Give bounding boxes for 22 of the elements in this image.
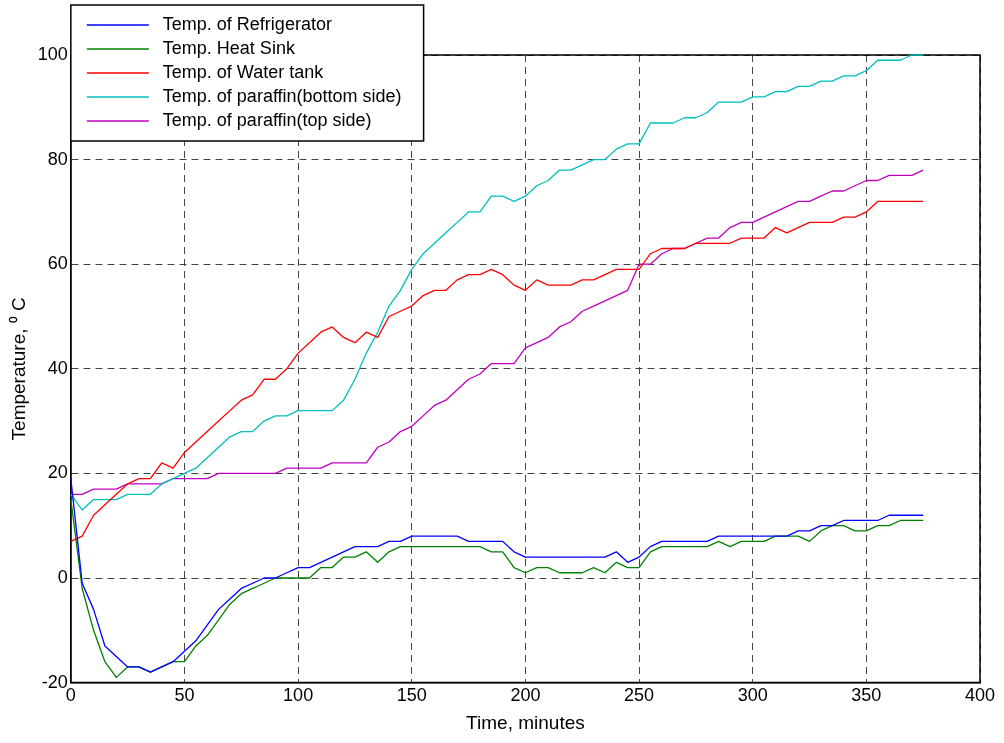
x-axis-title: Time, minutes [466, 711, 585, 733]
legend-label: Temp. of Refrigerator [162, 13, 332, 34]
x-tick-label: 300 [737, 685, 768, 706]
x-tick-label: 150 [396, 685, 427, 706]
y-tick-label: 100 [37, 43, 68, 64]
legend-label: Temp. of paraffin(top side) [162, 109, 372, 130]
y-tick-label: 0 [57, 566, 68, 587]
y-tick-label: 80 [47, 148, 68, 169]
x-tick-label: 400 [964, 685, 996, 706]
y-tick-label: 60 [47, 253, 68, 274]
y-axis-title: Temperature, ⁰ C [7, 297, 29, 441]
x-tick-label: 50 [174, 685, 195, 706]
x-tick-label: 250 [624, 685, 655, 706]
x-tick-label: 100 [283, 685, 314, 706]
y-tick-label: -20 [41, 671, 68, 692]
legend-label: Temp. of paraffin(bottom side) [162, 85, 402, 106]
y-tick-label: 20 [47, 462, 68, 483]
x-tick-label: 350 [851, 685, 882, 706]
y-tick-label: 40 [47, 357, 68, 378]
x-tick-label: 200 [510, 685, 541, 706]
legend-label: Temp. Heat Sink [162, 37, 296, 58]
legend-label: Temp. of Water tank [162, 61, 325, 82]
